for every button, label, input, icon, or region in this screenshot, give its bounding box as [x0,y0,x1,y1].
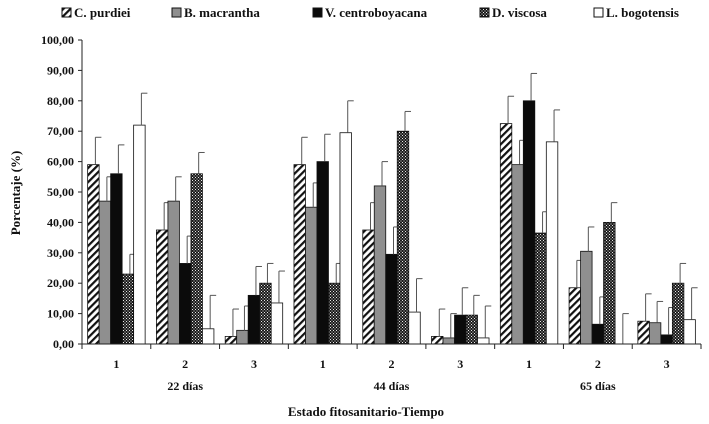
y-tick-label: 20,00 [47,276,74,290]
bar [224,335,238,345]
x-tick-label: 3 [457,357,463,371]
bar [236,329,249,345]
bar [87,164,100,345]
bar [591,323,604,345]
bar [362,229,375,345]
bars-layer [87,72,698,345]
legend-swatch [171,7,182,18]
legend-label: B. macrantha [184,5,260,20]
bar [637,320,650,345]
y-tick-label: 50,00 [47,185,74,199]
y-tick-label: 0,00 [53,337,74,351]
legend-label: V. centroboyacana [325,5,428,20]
bar [522,100,536,345]
x-tick-label: 3 [251,357,257,371]
bar [247,294,261,345]
y-tick-label: 60,00 [47,155,74,169]
bar [568,287,581,345]
x-group-label: 65 días [580,379,616,393]
bar [499,123,513,345]
y-tick-label: 30,00 [47,246,74,260]
legend-label: C. purdiei [74,5,131,20]
y-tick-label: 70,00 [47,124,74,138]
bar [396,130,410,345]
x-axis-label: Estado fitosanitario-Tiempo [288,404,444,419]
x-tick-label: 1 [320,357,326,371]
x-tick-label: 2 [595,357,601,371]
bar [156,229,169,345]
bar [660,334,673,345]
bar [316,161,329,345]
x-tick-label: 2 [182,357,188,371]
bar [511,164,524,345]
bar [259,282,272,345]
x-group-label: 22 días [167,379,203,393]
y-axis-label: Porcentaje (%) [8,151,23,236]
y-tick-label: 10,00 [47,307,74,321]
bar [683,319,696,345]
bar [454,314,467,345]
bar [339,132,352,345]
legend-swatch [479,7,490,18]
legend-label: D. viscosa [492,5,547,20]
bar [603,221,616,345]
bar [431,335,444,345]
bar [465,314,478,345]
y-tick-label: 40,00 [47,215,74,229]
bar [98,200,112,345]
bar [110,173,123,345]
x-tick-label: 1 [113,357,119,371]
bar [671,282,685,345]
bar [477,337,490,345]
bar [305,206,318,345]
bar [133,124,146,345]
x-axis: 1 2 3 1 2 3 1 2 3 22 días 44 días 65 días [81,343,702,393]
bar [167,200,180,345]
y-axis: 0,00 10,00 20,00 30,00 40,00 50,00 60,00 70,00 8… [41,33,83,351]
bar [373,185,387,345]
legend-swatch [593,7,604,18]
x-tick-label: 1 [526,357,532,371]
bar [648,322,662,345]
legend-swatch [312,7,323,18]
bar [385,253,398,345]
x-group-label: 44 días [374,379,410,393]
bar [293,164,306,345]
bar [121,273,135,345]
bar [328,282,341,345]
bar [545,141,559,345]
x-tick-label: 2 [389,357,395,371]
y-tick-label: 100,00 [41,33,74,47]
bar [408,311,421,345]
bar [179,263,192,345]
x-tick-label: 3 [664,357,670,371]
bar [190,173,203,345]
y-tick-label: 80,00 [47,94,74,108]
bar [580,250,593,345]
legend-label: L. bogotensis [606,5,679,20]
y-tick-label: 90,00 [47,63,74,77]
bar [202,328,215,345]
bar [442,337,455,345]
legend: C. purdiei B. macrantha V. centroboyacana D… [61,5,679,20]
bar [270,302,284,345]
legend-swatch [61,7,72,18]
bar [534,232,547,345]
